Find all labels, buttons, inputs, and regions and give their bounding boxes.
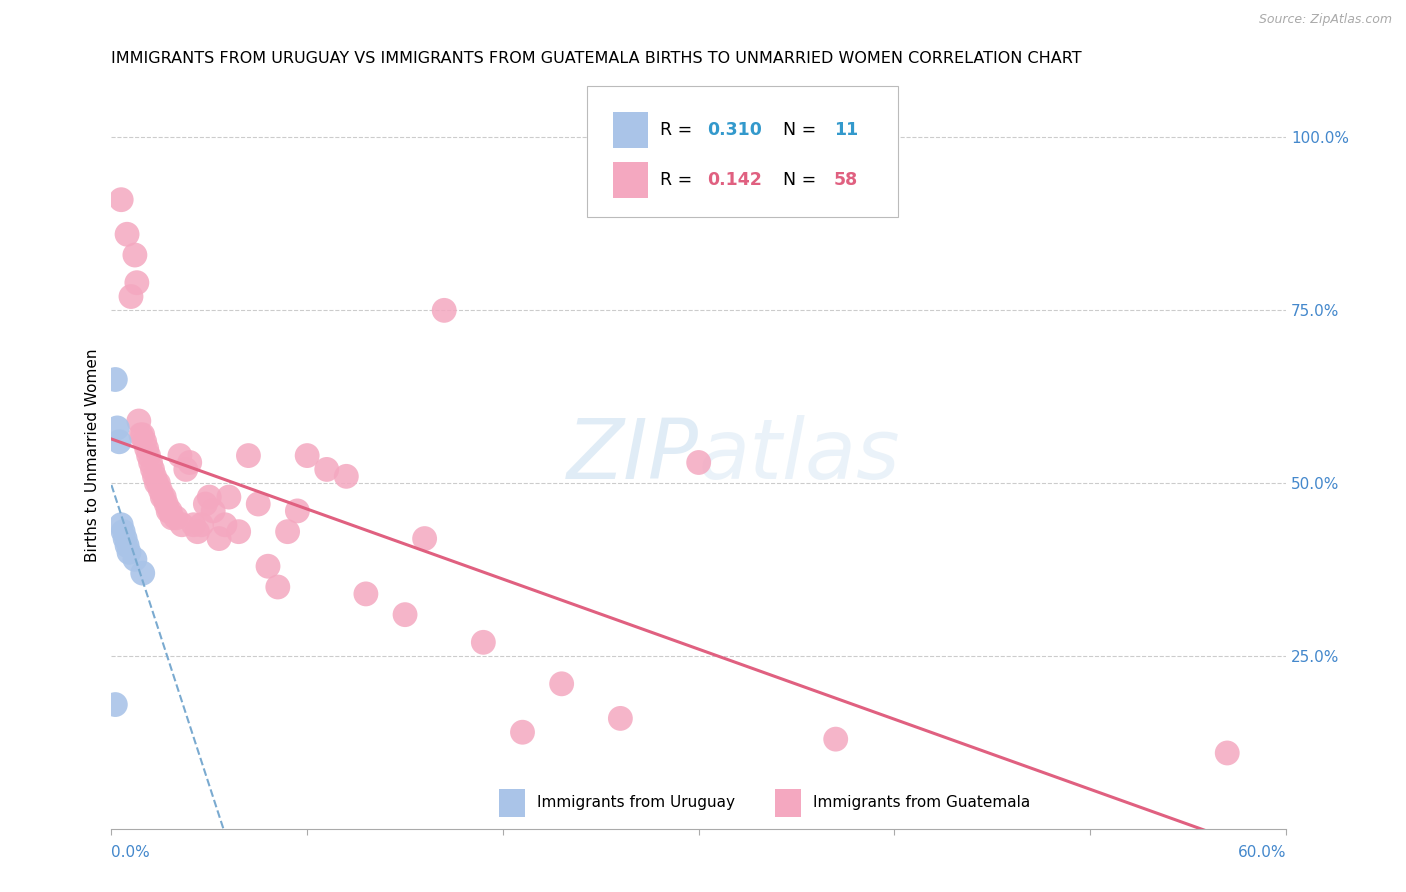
Point (169, 449, 191, 463)
Text: ZIP: ZIP (567, 415, 699, 496)
Point (190, 517, 212, 532)
Point (115, 539, 138, 553)
Point (174, 462, 197, 476)
Point (105, 421, 128, 435)
Point (145, 476, 167, 491)
Point (143, 469, 166, 483)
Point (124, 552, 146, 566)
Text: 11: 11 (834, 121, 858, 139)
Point (118, 545, 141, 559)
Point (125, 276, 148, 290)
Point (228, 524, 250, 539)
Point (159, 504, 181, 518)
Point (141, 462, 163, 476)
Point (135, 442, 157, 456)
Point (149, 483, 172, 498)
Point (257, 559, 280, 574)
Text: R =: R = (659, 171, 697, 189)
Text: Immigrants from Uruguay: Immigrants from Uruguay (537, 796, 734, 811)
Point (183, 517, 205, 532)
Text: N =: N = (772, 121, 821, 139)
Point (153, 490, 176, 504)
Point (165, 511, 187, 525)
Point (157, 504, 180, 518)
Y-axis label: Births to Unmarried Women: Births to Unmarried Women (86, 349, 100, 562)
Point (202, 504, 225, 518)
FancyBboxPatch shape (588, 86, 898, 217)
Text: 0.310: 0.310 (707, 121, 762, 139)
Point (170, 517, 193, 532)
Point (238, 449, 260, 463)
Point (1216, 746, 1239, 760)
Text: R =: R = (659, 121, 697, 139)
Point (115, 227, 138, 242)
Point (138, 449, 160, 463)
Point (132, 566, 155, 581)
Point (433, 303, 456, 318)
Point (179, 456, 201, 470)
Point (120, 289, 142, 303)
Point (472, 635, 495, 649)
Point (134, 434, 156, 449)
Point (110, 193, 132, 207)
Point (512, 725, 534, 739)
Point (108, 434, 131, 449)
Point (104, 698, 127, 712)
FancyBboxPatch shape (613, 112, 648, 148)
Point (124, 248, 146, 262)
FancyBboxPatch shape (613, 162, 648, 198)
Point (824, 732, 846, 747)
Point (150, 490, 173, 504)
Point (104, 372, 127, 386)
FancyBboxPatch shape (499, 789, 524, 817)
Point (277, 524, 299, 539)
Text: IMMIGRANTS FROM URUGUAY VS IMMIGRANTS FROM GUATEMALA BIRTHS TO UNMARRIED WOMEN C: IMMIGRANTS FROM URUGUAY VS IMMIGRANTS FR… (111, 51, 1083, 66)
Point (550, 677, 572, 691)
Point (394, 607, 416, 622)
Point (155, 497, 177, 511)
Point (287, 504, 309, 518)
Point (187, 524, 209, 539)
Point (218, 490, 240, 504)
Point (295, 449, 318, 463)
Point (214, 517, 236, 532)
Point (315, 462, 337, 476)
Point (688, 456, 710, 470)
Point (354, 587, 377, 601)
Point (194, 497, 217, 511)
Text: 58: 58 (834, 171, 858, 189)
Point (128, 414, 150, 428)
Point (129, 427, 152, 442)
Point (198, 490, 221, 504)
Text: atlas: atlas (699, 415, 900, 496)
Point (609, 711, 631, 725)
Text: 0.142: 0.142 (707, 171, 762, 189)
Text: 0.0%: 0.0% (111, 846, 150, 861)
Point (208, 532, 231, 546)
Point (267, 580, 290, 594)
Point (335, 469, 357, 483)
Text: Source: ZipAtlas.com: Source: ZipAtlas.com (1258, 13, 1392, 27)
Point (139, 456, 162, 470)
Point (110, 517, 132, 532)
Point (247, 497, 270, 511)
Point (413, 532, 436, 546)
Point (148, 476, 170, 491)
FancyBboxPatch shape (775, 789, 801, 817)
Text: 60.0%: 60.0% (1237, 846, 1286, 861)
Text: Immigrants from Guatemala: Immigrants from Guatemala (813, 796, 1029, 811)
Text: N =: N = (772, 171, 821, 189)
Point (114, 532, 136, 546)
Point (160, 511, 183, 525)
Point (132, 427, 155, 442)
Point (112, 524, 135, 539)
